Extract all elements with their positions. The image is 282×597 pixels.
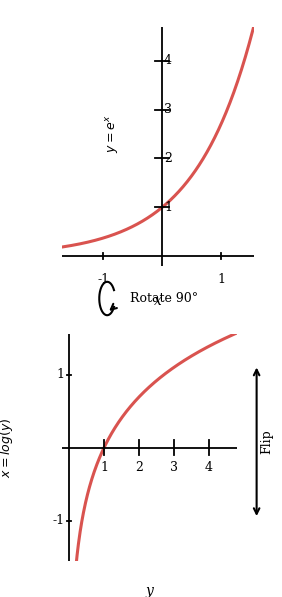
Text: 3: 3: [170, 461, 178, 474]
Text: 1: 1: [217, 273, 225, 286]
Text: -1: -1: [53, 515, 65, 527]
Text: 4: 4: [205, 461, 213, 474]
Text: 1: 1: [100, 461, 108, 474]
Text: 1: 1: [57, 368, 65, 381]
Text: Flip: Flip: [260, 429, 273, 454]
Text: $x = log(y)$: $x = log(y)$: [0, 418, 15, 478]
Text: Rotate 90°: Rotate 90°: [130, 292, 198, 305]
Text: 3: 3: [164, 103, 172, 116]
Text: 4: 4: [164, 54, 172, 67]
Text: 1: 1: [164, 201, 172, 214]
Text: $y = e^x$: $y = e^x$: [104, 115, 121, 153]
Text: y: y: [146, 584, 153, 597]
Text: -1: -1: [97, 273, 109, 286]
Text: 2: 2: [164, 152, 172, 165]
Text: x: x: [154, 294, 162, 308]
Text: 2: 2: [135, 461, 143, 474]
